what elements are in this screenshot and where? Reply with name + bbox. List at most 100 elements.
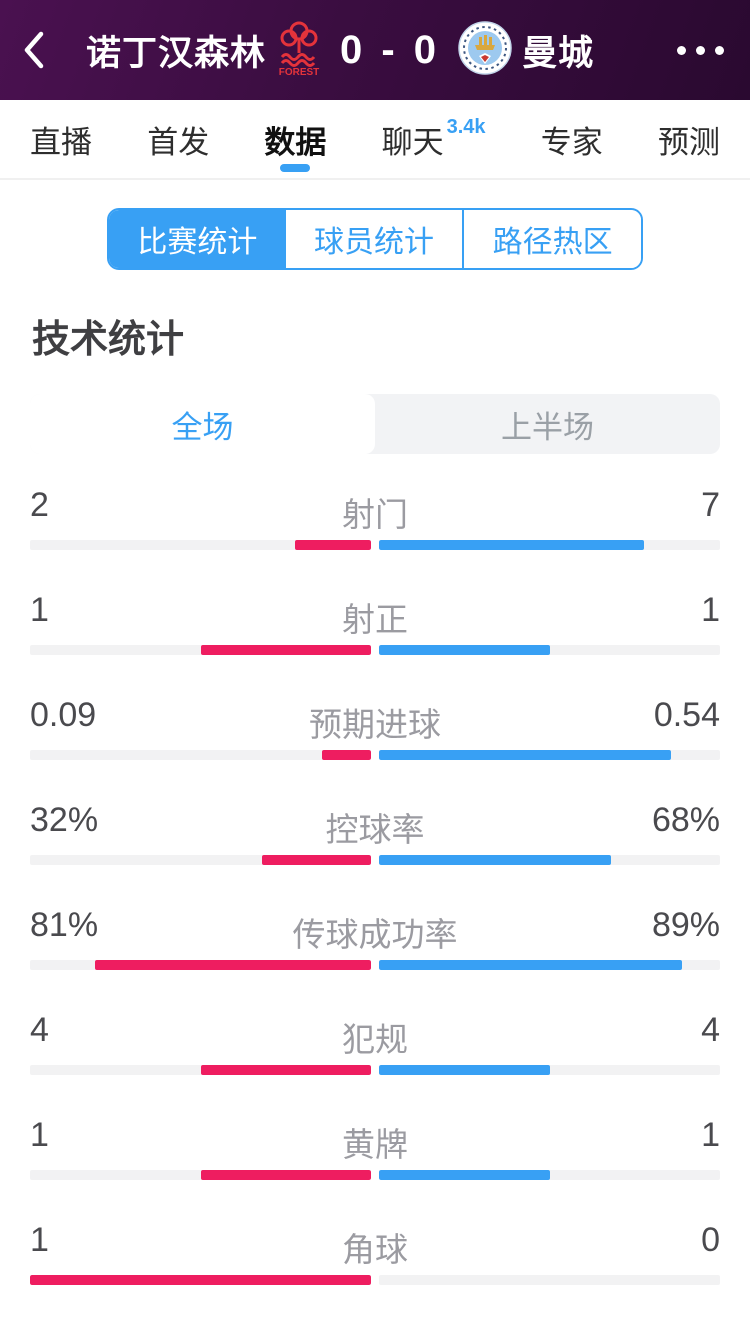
stat-label: 角球 [342,1231,408,1268]
tab-chat[interactable]: 聊天 3.4k [381,115,486,160]
away-value: 0.54 [653,696,720,734]
score: 0 - 0 [340,27,441,72]
home-value: 0.09 [30,696,97,734]
home-value: 1 [30,1116,49,1154]
match-header: 诺丁汉森林 FOREST 0 - 0 曼城 [0,0,750,100]
away-bar-track [379,960,720,970]
stat-bars [30,645,720,655]
stat-bars [30,540,720,550]
home-bar-track [30,1170,371,1180]
away-bar-track [379,855,720,865]
stat-label: 犯规 [342,1021,408,1058]
stat-label: 黄牌 [342,1126,408,1163]
home-bar-fill [94,960,371,970]
stats-list: 2 射门 7 1 射正 1 0.09 [0,470,750,1310]
away-bar-track [379,645,720,655]
away-bar-fill [379,1065,550,1075]
away-value: 0 [701,1221,720,1259]
stat-row: 2 射门 7 [30,470,720,575]
chevron-left-icon [24,31,44,69]
away-bar-fill [379,855,611,865]
away-bar-fill [379,540,645,550]
home-bar-fill [30,1275,371,1285]
svg-text:FOREST: FOREST [279,67,320,77]
home-bar-fill [200,1170,371,1180]
stat-label: 控球率 [325,811,425,848]
home-bar-track [30,1065,371,1075]
back-button[interactable] [22,28,62,72]
home-bar-fill [322,750,371,760]
away-team-name: 曼城 [522,33,595,73]
stat-row: 81% 传球成功率 89% [30,890,720,995]
home-bar-track [30,960,371,970]
away-value: 89% [651,906,720,944]
away-value: 7 [701,486,720,524]
home-value: 2 [30,486,49,524]
home-bar-fill [261,855,371,865]
tab-live[interactable]: 直播 [30,124,92,160]
home-bar-fill [200,645,371,655]
away-bar-track [379,750,720,760]
away-team-crest-icon [458,20,512,80]
more-menu-button[interactable] [673,36,728,65]
away-bar-track [379,1170,720,1180]
home-value: 32% [30,801,99,839]
home-team-crest-icon: FOREST [276,19,322,82]
away-bar-fill [379,645,550,655]
home-value: 4 [30,1011,49,1049]
stat-bars [30,855,720,865]
away-bar-track [379,1065,720,1075]
stat-label: 预期进球 [309,706,441,743]
tab-lineups[interactable]: 首发 [147,124,210,160]
chat-count-badge: 3.4k [446,115,486,138]
away-value: 68% [651,801,720,839]
away-bar-track [379,540,720,550]
home-bar-track [30,1275,371,1285]
home-bar-track [30,750,371,760]
period-full-match[interactable]: 全场 [30,394,375,454]
home-bar-track [30,855,371,865]
stat-bars [30,750,720,760]
away-value: 1 [701,591,720,629]
tab-predictions[interactable]: 预测 [657,124,720,160]
stat-row: 4 犯规 4 [30,995,720,1100]
tab-data[interactable]: 数据 [264,99,326,179]
tab-bar: 直播 首发 数据 聊天 3.4k 专家 预测 [0,100,750,180]
stat-label: 传球成功率 [292,916,458,953]
stat-bars [30,960,720,970]
period-first-half[interactable]: 上半场 [501,409,594,445]
away-value: 4 [701,1011,720,1049]
stat-row: 1 黄牌 1 [30,1100,720,1205]
away-bar-fill [379,960,683,970]
section-title: 技术统计 [32,319,185,361]
stat-row: 1 角球 0 [30,1205,720,1310]
stats-segmented-control: 比赛统计 球员统计 路径热区 [107,208,643,270]
home-bar-track [30,645,371,655]
stat-row: 0.09 预期进球 0.54 [30,680,720,785]
ellipsis-icon [677,45,686,55]
stat-bars [30,1065,720,1075]
tab-experts[interactable]: 专家 [540,124,603,160]
away-bar-fill [379,1170,550,1180]
home-team-name: 诺丁汉森林 [86,33,267,73]
stat-bars [30,1170,720,1180]
stat-row: 1 射正 1 [30,575,720,680]
away-value: 1 [701,1116,720,1154]
active-tab-underline [280,164,311,172]
home-bar-track [30,540,371,550]
home-value: 1 [30,591,49,629]
period-toggle: 全场 上半场 [30,394,720,454]
segment-match-stats[interactable]: 比赛统计 [109,210,286,268]
stat-label: 射门 [342,496,408,533]
away-bar-fill [379,750,672,760]
home-bar-fill [200,1065,371,1075]
away-bar-track [379,1275,720,1285]
home-value: 1 [30,1221,49,1259]
stat-label: 射正 [342,601,408,638]
home-value: 81% [30,906,99,944]
segment-heatmap[interactable]: 路径热区 [462,210,641,268]
stat-bars [30,1275,720,1285]
segment-player-stats[interactable]: 球员统计 [285,210,463,268]
home-bar-fill [295,540,371,550]
stat-row: 32% 控球率 68% [30,785,720,890]
